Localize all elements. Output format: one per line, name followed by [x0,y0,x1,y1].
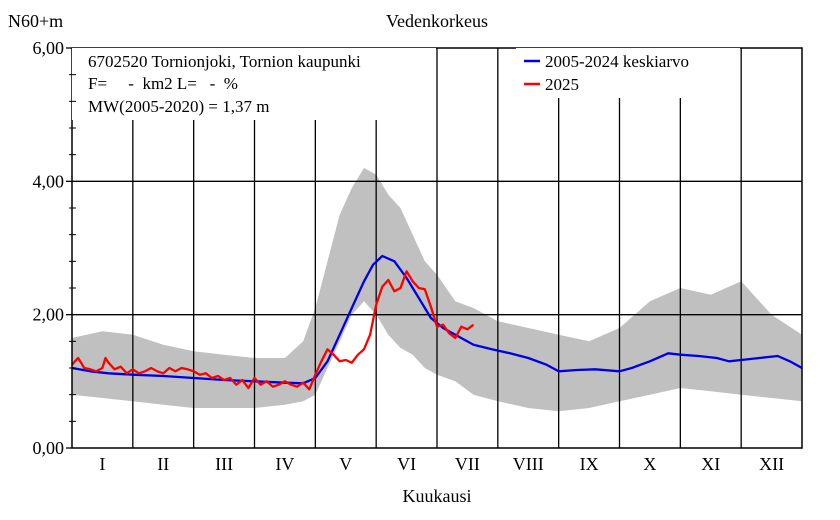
month-label: VIII [513,454,544,474]
month-label: IV [275,454,294,474]
legend-box [516,48,740,98]
current-year-series-line [71,270,475,391]
month-label: X [643,454,656,474]
info-line-mean-level: MW(2005-2020) = 1,37 m [88,97,269,116]
month-label: VII [455,454,480,474]
chart-title: Vedenkorkeus [386,11,488,31]
info-line-station: 6702520 Tornionjoki, Tornion kaupunki [88,52,361,71]
month-label: II [157,454,169,474]
y-axis-label: N60+m [8,11,63,31]
month-label: VI [397,454,416,474]
y-tick-label: 4,00 [33,171,65,191]
month-label: XII [759,454,784,474]
y-tick-label: 2,00 [33,305,65,325]
month-label: I [99,454,105,474]
plot-frame [71,47,803,449]
legend: 2005-2024 keskiarvo 2025 [524,52,689,94]
month-label: XI [701,454,720,474]
y-axis: 0,00 2,00 4,00 6,00 [33,38,76,458]
legend-label-current: 2025 [545,75,579,94]
x-axis: I II III IV V VI VII VIII IX X XI XII [99,454,784,474]
legend-label-mean: 2005-2024 keskiarvo [545,52,689,71]
station-info: 6702520 Tornionjoki, Tornion kaupunki F=… [88,52,361,116]
month-label: III [215,454,233,474]
info-line-area: F= - km2 L= - % [88,74,238,93]
month-label: V [339,454,352,474]
y-tick-label: 6,00 [33,38,65,58]
month-label: IX [580,454,599,474]
info-box [72,48,436,120]
plot-area [71,47,803,449]
y-tick-label: 0,00 [33,438,65,458]
x-axis-label: Kuukausi [403,486,472,506]
